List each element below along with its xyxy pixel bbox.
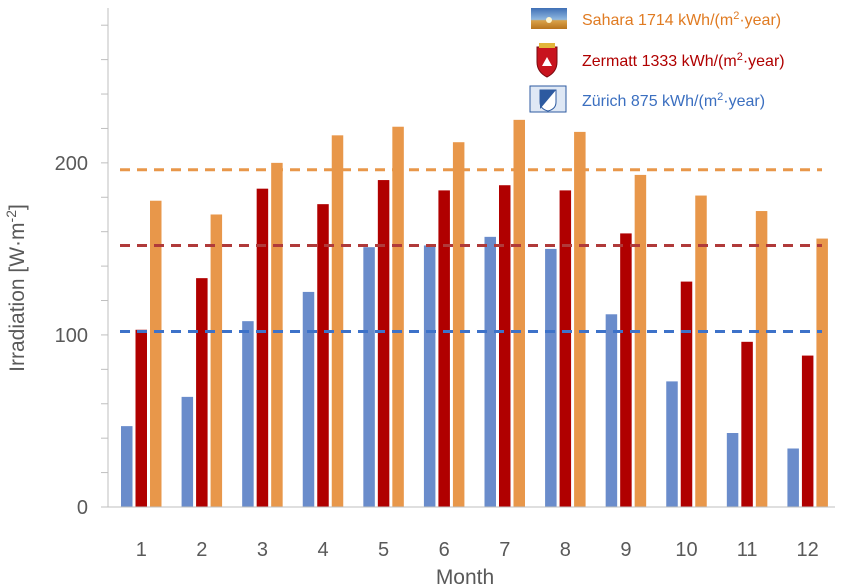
bar-zermatt-month-6 bbox=[438, 190, 450, 507]
mean-lines-layer bbox=[120, 168, 822, 333]
x-tick-label: 10 bbox=[675, 539, 697, 561]
legend-zermatt-prefix: Zermatt 1333 kWh/(m bbox=[582, 53, 737, 70]
y-tick-layer: 0 100 200 bbox=[55, 24, 108, 519]
x-tick-label: 2 bbox=[196, 539, 207, 561]
bar-sahara-month-7 bbox=[513, 119, 525, 508]
bar-zurich-month-1 bbox=[121, 426, 133, 507]
zurich-crest-icon bbox=[529, 85, 567, 113]
bar-zermatt-month-1 bbox=[135, 329, 147, 507]
x-tick-label: 12 bbox=[797, 539, 819, 561]
x-tick-label: 11 bbox=[737, 539, 758, 561]
x-axis-title: Month bbox=[436, 566, 494, 587]
legend-zermatt-suffix: ·year) bbox=[743, 53, 785, 70]
legend-zurich-prefix: Zürich 875 kWh/(m bbox=[582, 93, 717, 110]
zermatt-crest-icon bbox=[536, 43, 558, 78]
x-tick-label: 7 bbox=[499, 539, 510, 561]
bar-sahara-month-8 bbox=[574, 131, 586, 507]
legend-sahara-prefix: Sahara 1714 kWh/(m bbox=[582, 12, 733, 29]
legend-zermatt-sup: 2 bbox=[737, 51, 743, 63]
bar-sahara-month-11 bbox=[755, 211, 768, 507]
bar-zurich-month-5 bbox=[363, 247, 375, 508]
desert-photo-icon bbox=[531, 8, 567, 29]
legend-label-zermatt: Zermatt 1333 kWh/(m2·year) bbox=[582, 51, 785, 70]
legend-item-zurich: Zürich 875 kWh/(m2·year) bbox=[529, 85, 765, 113]
bar-zermatt-month-11 bbox=[741, 341, 753, 507]
bar-zurich-month-4 bbox=[302, 291, 315, 507]
bar-sahara-month-10 bbox=[695, 195, 707, 507]
x-tick-label: 5 bbox=[378, 539, 389, 561]
legend-item-zermatt: Zermatt 1333 kWh/(m2·year) bbox=[536, 43, 785, 78]
bar-zermatt-month-7 bbox=[499, 185, 511, 508]
bar-zermatt-month-8 bbox=[559, 190, 572, 507]
y-axis-title-sup: -2 bbox=[3, 210, 19, 223]
bar-zurich-month-6 bbox=[423, 245, 436, 507]
bar-sahara-month-5 bbox=[392, 126, 404, 507]
x-tick-label: 1 bbox=[136, 539, 147, 561]
bar-sahara-month-6 bbox=[452, 142, 465, 507]
y-tick-label: 0 bbox=[77, 497, 88, 519]
legend-zurich-sup: 2 bbox=[717, 91, 723, 103]
bar-zermatt-month-10 bbox=[680, 281, 693, 507]
legend-sahara-suffix: ·year) bbox=[739, 12, 781, 29]
bar-sahara-month-4 bbox=[331, 135, 344, 507]
bar-sahara-month-2 bbox=[210, 214, 223, 507]
legend-sahara-sup: 2 bbox=[733, 10, 739, 22]
legend-label-zurich: Zürich 875 kWh/(m2·year) bbox=[582, 91, 765, 110]
legend-item-sahara: Sahara 1714 kWh/(m2·year) bbox=[531, 8, 781, 29]
bar-zermatt-month-3 bbox=[256, 188, 269, 507]
legend-zurich-suffix: ·year) bbox=[723, 93, 765, 110]
bar-sahara-month-3 bbox=[271, 162, 283, 508]
bar-zurich-month-9 bbox=[605, 314, 618, 507]
bar-zurich-month-10 bbox=[666, 381, 678, 507]
bar-zurich-month-3 bbox=[242, 321, 254, 507]
bar-zermatt-month-4 bbox=[317, 204, 329, 507]
y-tick-label: 100 bbox=[55, 325, 88, 347]
y-axis-title-end: ] bbox=[6, 204, 29, 210]
legend: Sahara 1714 kWh/(m2·year) Zermatt 1333 k… bbox=[529, 8, 785, 113]
x-tick-layer: 1 2 3 4 5 6 7 8 9 10 11 12 bbox=[136, 539, 819, 561]
bar-zurich-month-8 bbox=[545, 248, 557, 507]
bar-sahara-month-12 bbox=[816, 238, 828, 507]
bar-zermatt-month-5 bbox=[377, 180, 390, 507]
y-axis-title-main: Irradiation [W·m bbox=[6, 222, 29, 371]
bar-sahara-month-9 bbox=[634, 174, 647, 507]
y-tick-label: 200 bbox=[55, 153, 88, 175]
bar-zermatt-month-9 bbox=[620, 233, 632, 507]
bar-zermatt-month-12 bbox=[801, 355, 814, 507]
bar-zurich-month-12 bbox=[787, 448, 799, 507]
x-tick-label: 8 bbox=[560, 539, 571, 561]
bar-zermatt-month-2 bbox=[196, 278, 208, 507]
bar-zurich-month-11 bbox=[726, 433, 739, 507]
legend-label-sahara: Sahara 1714 kWh/(m2·year) bbox=[582, 10, 781, 29]
y-axis-title: Irradiation [W·m-2] bbox=[3, 204, 29, 372]
bars-layer bbox=[121, 119, 828, 508]
bar-zurich-month-2 bbox=[181, 396, 194, 507]
bar-sahara-month-1 bbox=[150, 200, 162, 508]
x-tick-label: 6 bbox=[439, 539, 450, 561]
x-tick-label: 9 bbox=[620, 539, 631, 561]
x-tick-label: 4 bbox=[317, 539, 328, 561]
bar-zurich-month-7 bbox=[484, 236, 496, 507]
x-tick-label: 3 bbox=[257, 539, 268, 561]
